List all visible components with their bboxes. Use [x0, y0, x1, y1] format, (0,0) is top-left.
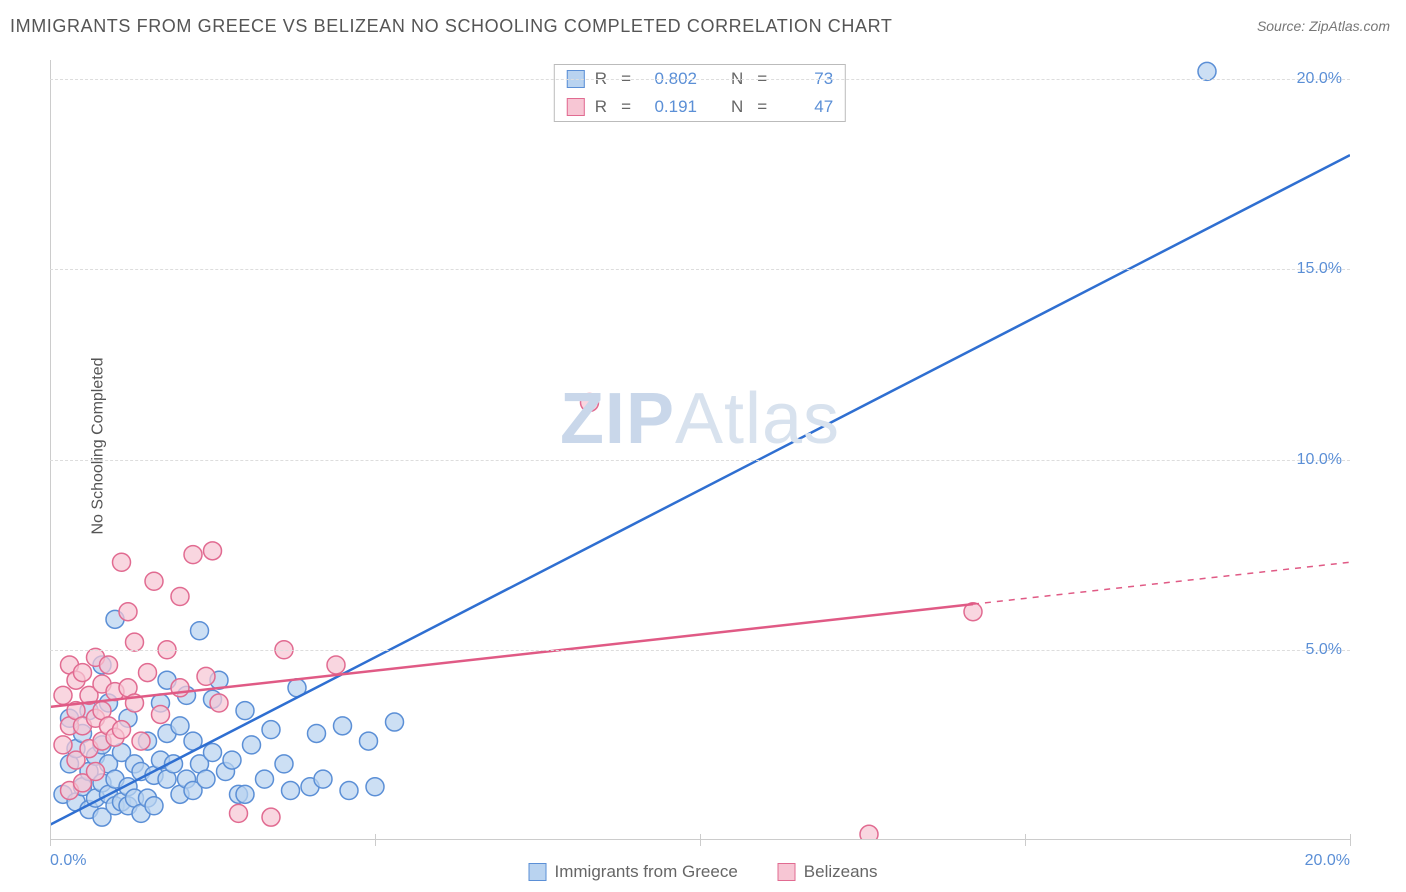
series-swatch	[778, 863, 796, 881]
data-point	[327, 656, 345, 674]
data-point	[581, 393, 599, 411]
data-point	[1198, 62, 1216, 80]
gridline	[50, 460, 1350, 461]
legend-item: Belizeans	[778, 862, 878, 882]
y-tick-label: 10.0%	[1297, 451, 1342, 469]
data-point	[126, 633, 144, 651]
data-point	[145, 797, 163, 815]
data-point	[74, 664, 92, 682]
data-point	[256, 770, 274, 788]
data-point	[132, 732, 150, 750]
r-value: 0.191	[645, 97, 697, 117]
x-tick-label: 20.0%	[1305, 852, 1350, 870]
n-value: 47	[781, 97, 833, 117]
gridline	[50, 269, 1350, 270]
data-point	[386, 713, 404, 731]
data-point	[119, 603, 137, 621]
data-point	[340, 782, 358, 800]
series-swatch	[529, 863, 547, 881]
stats-legend-box: R=0.802N=73R=0.191N=47	[554, 64, 846, 122]
data-point	[197, 770, 215, 788]
scatter-svg	[50, 60, 1350, 840]
data-point	[236, 785, 254, 803]
legend-label: Immigrants from Greece	[555, 862, 738, 882]
data-point	[236, 702, 254, 720]
data-point	[314, 770, 332, 788]
data-point	[308, 724, 326, 742]
chart-title: IMMIGRANTS FROM GREECE VS BELIZEAN NO SC…	[10, 16, 892, 37]
n-label: N	[731, 97, 743, 117]
data-point	[223, 751, 241, 769]
r-label: R	[595, 97, 607, 117]
data-point	[191, 622, 209, 640]
equals-sign: =	[757, 97, 767, 117]
data-point	[54, 686, 72, 704]
gridline	[50, 79, 1350, 80]
y-tick-label: 15.0%	[1297, 260, 1342, 278]
x-tick-marker	[700, 834, 701, 846]
data-point	[282, 782, 300, 800]
stats-row: R = 0.191 N = 47	[555, 93, 845, 121]
data-point	[366, 778, 384, 796]
data-point	[139, 664, 157, 682]
data-point	[230, 804, 248, 822]
data-point	[204, 542, 222, 560]
data-point	[171, 717, 189, 735]
data-point	[275, 755, 293, 773]
data-point	[113, 721, 131, 739]
x-tick-marker	[1350, 834, 1351, 846]
x-tick-marker	[1025, 834, 1026, 846]
trend-line-extrapolated	[973, 562, 1350, 604]
data-point	[100, 656, 118, 674]
data-point	[54, 736, 72, 754]
trend-line	[50, 155, 1350, 825]
source-attribution: Source: ZipAtlas.com	[1257, 18, 1390, 34]
gridline	[50, 650, 1350, 651]
data-point	[152, 705, 170, 723]
x-legend: Immigrants from Greece Belizeans	[529, 862, 878, 882]
x-tick-marker	[50, 834, 51, 846]
y-tick-label: 5.0%	[1306, 641, 1342, 659]
data-point	[204, 743, 222, 761]
data-point	[113, 553, 131, 571]
trend-line	[50, 604, 973, 707]
data-point	[360, 732, 378, 750]
series-swatch	[567, 98, 585, 116]
data-point	[860, 825, 878, 840]
data-point	[145, 572, 163, 590]
data-point	[184, 546, 202, 564]
y-axis-line	[50, 60, 51, 840]
data-point	[87, 763, 105, 781]
data-point	[262, 721, 280, 739]
data-point	[171, 587, 189, 605]
legend-item: Immigrants from Greece	[529, 862, 738, 882]
plot-area: ZIPAtlas R=0.802N=73R=0.191N=47 5.0%10.0…	[50, 60, 1350, 840]
data-point	[243, 736, 261, 754]
x-tick-marker	[375, 834, 376, 846]
y-tick-label: 20.0%	[1297, 70, 1342, 88]
equals-sign: =	[621, 97, 631, 117]
data-point	[262, 808, 280, 826]
legend-label: Belizeans	[804, 862, 878, 882]
data-point	[210, 694, 228, 712]
data-point	[197, 667, 215, 685]
data-point	[334, 717, 352, 735]
x-tick-label: 0.0%	[50, 852, 86, 870]
